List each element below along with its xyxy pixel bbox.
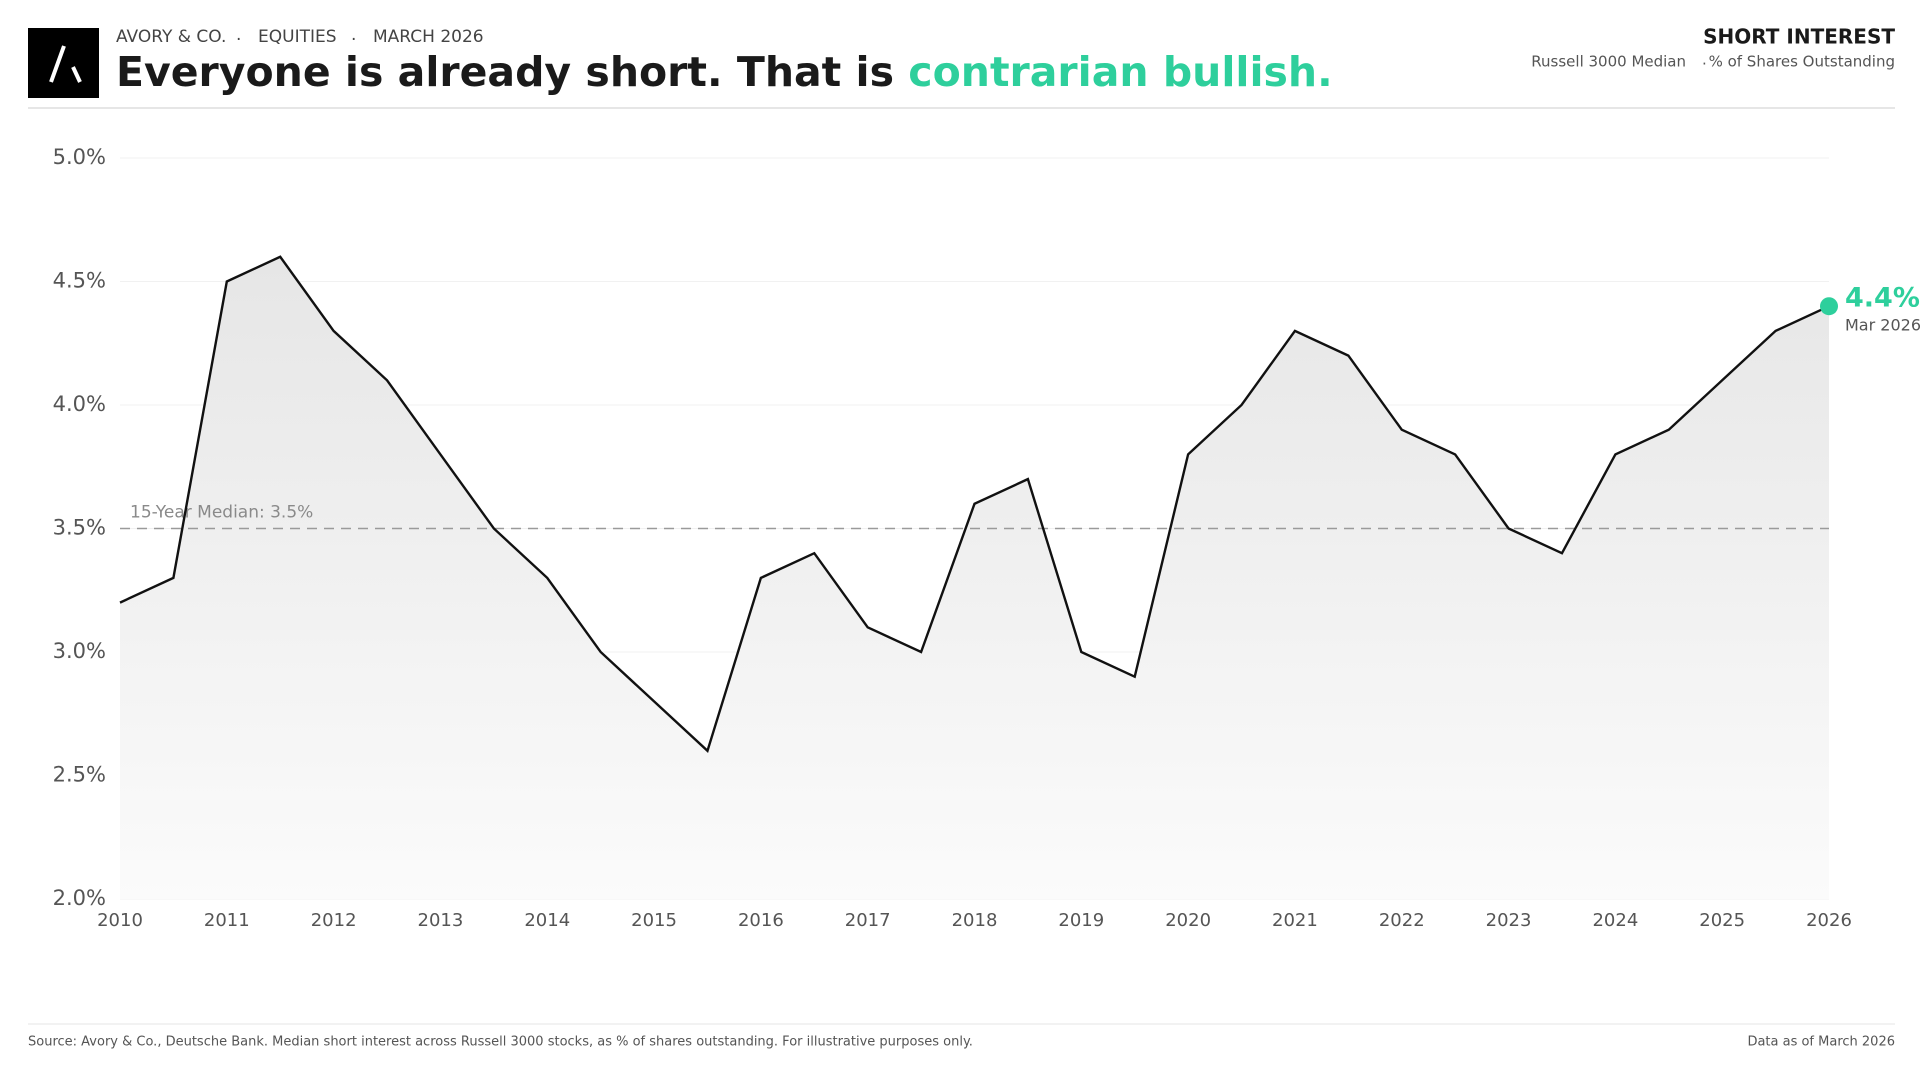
area-fill bbox=[120, 256, 1829, 899]
x-tick-label: 2019 bbox=[1058, 910, 1104, 931]
logo-box bbox=[28, 28, 99, 98]
x-tick-label: 2022 bbox=[1379, 910, 1425, 931]
x-tick-label: 2013 bbox=[418, 910, 464, 931]
separator: . bbox=[236, 25, 241, 45]
separator: . bbox=[1702, 51, 1707, 69]
as-of-note: Data as of March 2026 bbox=[1747, 1035, 1895, 1050]
x-tick-label: 2024 bbox=[1592, 910, 1638, 931]
last-date-label: Mar 2026 bbox=[1845, 316, 1920, 335]
x-tick-label: 2014 bbox=[524, 910, 570, 931]
x-tick-label: 2020 bbox=[1165, 910, 1211, 931]
x-tick-label: 2025 bbox=[1699, 910, 1745, 931]
x-tick-label: 2026 bbox=[1806, 910, 1852, 931]
last-value-label: 4.4% bbox=[1845, 283, 1920, 314]
headline-accent: contrarian bullish. bbox=[908, 48, 1332, 96]
x-tick-label: 2023 bbox=[1486, 910, 1532, 931]
metric-unit: % of Shares Outstanding bbox=[1709, 53, 1895, 71]
logo bbox=[28, 28, 99, 98]
y-tick-label: 2.5% bbox=[53, 763, 106, 787]
y-tick-label: 4.0% bbox=[53, 392, 106, 416]
source-note: Source: Avory & Co., Deutsche Bank. Medi… bbox=[28, 1035, 973, 1050]
last-point bbox=[1820, 297, 1838, 316]
date: MARCH 2026 bbox=[373, 27, 484, 47]
logo-stroke bbox=[71, 66, 82, 83]
x-tick-label: 2017 bbox=[845, 910, 891, 931]
x-tick-label: 2012 bbox=[311, 910, 357, 931]
metric-universe: Russell 3000 Median bbox=[1531, 53, 1686, 71]
logo-stroke bbox=[49, 45, 66, 83]
y-tick-label: 3.0% bbox=[53, 639, 106, 663]
x-tick-label: 2011 bbox=[204, 910, 250, 931]
x-tick-label: 2016 bbox=[738, 910, 784, 931]
y-tick-label: 5.0% bbox=[53, 145, 106, 169]
x-tick-label: 2010 bbox=[97, 910, 143, 931]
y-tick-label: 3.5% bbox=[53, 516, 106, 540]
headline: Everyone is already short. That is contr… bbox=[116, 48, 1333, 96]
y-tick-label: 2.0% bbox=[53, 886, 106, 910]
metric-title: SHORT INTEREST bbox=[1703, 25, 1895, 49]
section: EQUITIES bbox=[258, 27, 337, 47]
x-tick-label: 2018 bbox=[952, 910, 998, 931]
headline-main: Everyone is already short. That is bbox=[116, 48, 908, 96]
series-line bbox=[119, 255, 1830, 753]
median-label: 15-Year Median: 3.5% bbox=[130, 503, 313, 523]
brand: AVORY & CO. bbox=[116, 27, 226, 47]
plot-area: 2.0% 2.5% 3.0% 3.5% 4.0% 4.5% 5.0% 2010 2011 2012… bbox=[53, 145, 1920, 931]
separator: . bbox=[351, 25, 356, 45]
x-tick-label: 2021 bbox=[1272, 910, 1318, 931]
x-tick-label: 2015 bbox=[631, 910, 677, 931]
y-tick-label: 4.5% bbox=[53, 269, 106, 293]
